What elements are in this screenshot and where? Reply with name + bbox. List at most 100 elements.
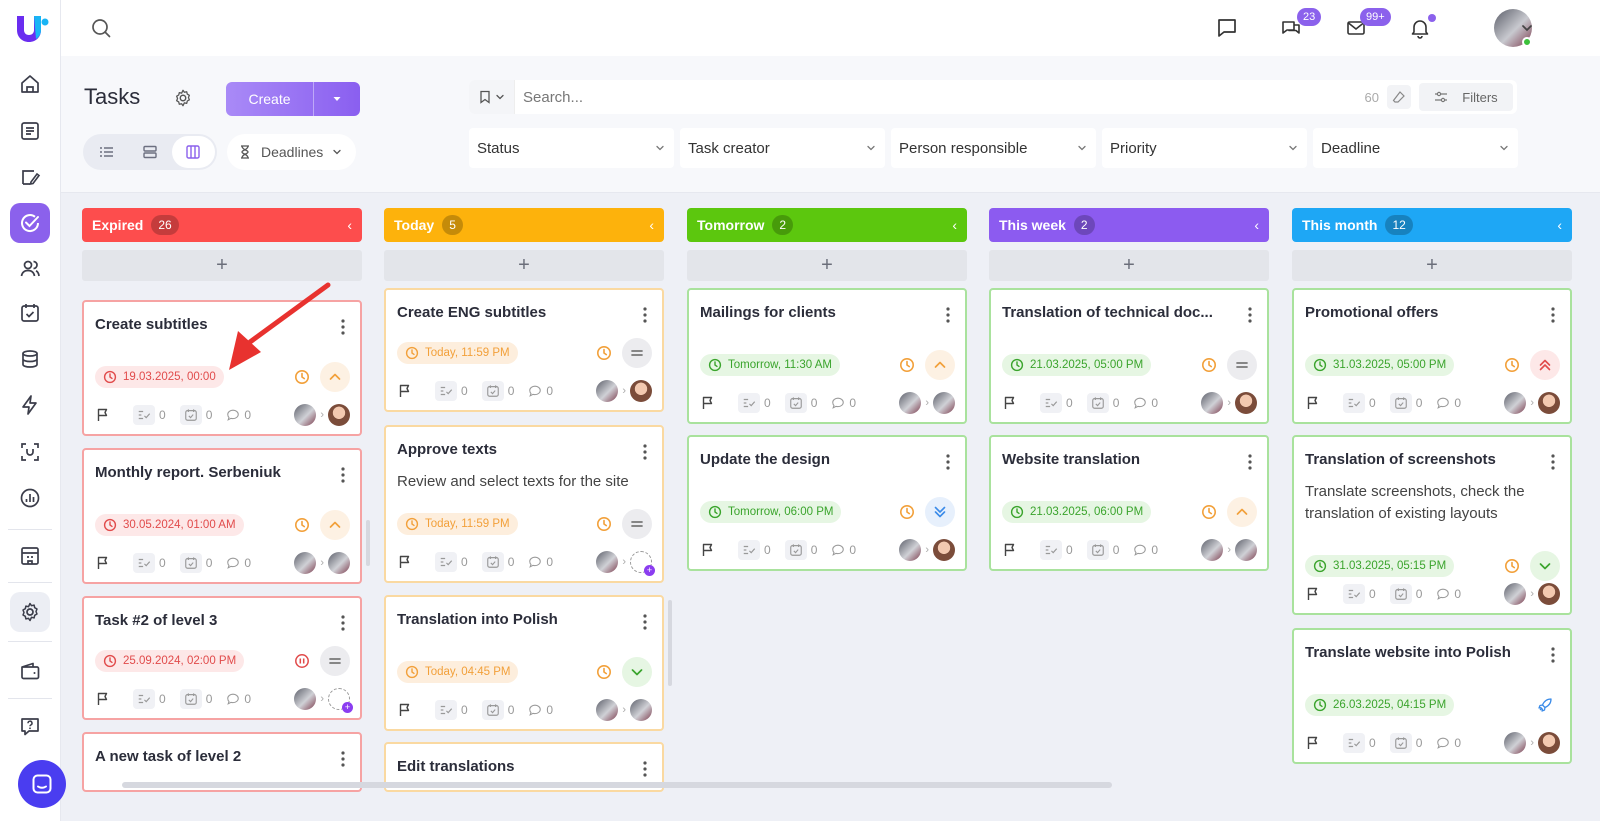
- comments-counter[interactable]: 0: [226, 408, 251, 422]
- collapse-column-button[interactable]: ‹: [1254, 217, 1259, 233]
- checklist-counter[interactable]: 0: [133, 689, 166, 709]
- flag-icon[interactable]: [1305, 395, 1321, 411]
- flag-icon[interactable]: [1002, 542, 1018, 558]
- time-tracking-icon[interactable]: [294, 369, 310, 385]
- checklist-counter[interactable]: 0: [1040, 540, 1073, 560]
- assign-person-button[interactable]: [630, 551, 655, 576]
- kebab-menu-icon[interactable]: [340, 750, 346, 768]
- task-title[interactable]: Task #2 of level 3: [95, 612, 218, 629]
- task-title[interactable]: Edit translations: [397, 758, 515, 775]
- priority-indicator[interactable]: [1530, 690, 1560, 720]
- collapse-column-button[interactable]: ‹: [347, 217, 352, 233]
- responsible-avatar[interactable]: [630, 699, 652, 721]
- sidebar-item-help[interactable]: [10, 706, 50, 746]
- column-scrollbar[interactable]: [668, 600, 672, 686]
- priority-indicator[interactable]: [1530, 551, 1560, 581]
- responsible-avatar[interactable]: [328, 552, 350, 574]
- time-tracking-icon[interactable]: [899, 504, 915, 520]
- deadline-badge[interactable]: 19.03.2025, 00:00: [95, 366, 224, 388]
- checklist-counter[interactable]: 0: [1343, 733, 1376, 753]
- deadline-badge[interactable]: 25.09.2024, 02:00 PM: [95, 650, 245, 672]
- task-card[interactable]: Translation of screenshots Translate scre…: [1292, 435, 1572, 615]
- user-menu-toggle[interactable]: [1513, 14, 1541, 42]
- creator-avatar[interactable]: [899, 539, 922, 561]
- task-card[interactable]: Update the design Tomorrow, 06:00 PM 0 0 0 ›: [687, 435, 967, 571]
- deadline-badge[interactable]: Today, 11:59 PM: [397, 342, 518, 364]
- task-card[interactable]: Create subtitles 19.03.2025, 00:00 0 0 0 ›: [82, 300, 362, 436]
- kebab-menu-icon[interactable]: [340, 466, 346, 484]
- clear-search-button[interactable]: [1387, 85, 1411, 109]
- responsible-avatar[interactable]: [328, 404, 350, 426]
- subtasks-counter[interactable]: 0: [1389, 584, 1422, 604]
- flag-icon[interactable]: [1305, 735, 1321, 751]
- sidebar-item-news[interactable]: [10, 111, 50, 151]
- flag-icon[interactable]: [1305, 586, 1321, 602]
- view-rows-button[interactable]: [128, 136, 171, 168]
- task-title[interactable]: Create subtitles: [95, 316, 208, 333]
- time-tracking-icon[interactable]: [596, 516, 612, 532]
- filter-deadline-select[interactable]: Deadline: [1313, 128, 1518, 168]
- comments-counter[interactable]: 0: [528, 555, 553, 569]
- time-tracking-icon[interactable]: [899, 357, 915, 373]
- task-card[interactable]: Translate website into Polish 26.03.2025,…: [1292, 628, 1572, 764]
- filter-person-responsible-select[interactable]: Person responsible: [891, 128, 1096, 168]
- creator-avatar[interactable]: [596, 699, 619, 721]
- sidebar-item-projects[interactable]: [10, 157, 50, 197]
- checklist-counter[interactable]: 0: [133, 553, 166, 573]
- column-header[interactable]: Today 5 ‹: [384, 208, 664, 242]
- flag-icon[interactable]: [95, 407, 111, 423]
- deadline-badge[interactable]: 31.03.2025, 05:15 PM: [1305, 555, 1455, 577]
- creator-avatar[interactable]: [899, 392, 922, 414]
- subtasks-counter[interactable]: 0: [1389, 733, 1422, 753]
- checklist-counter[interactable]: 0: [738, 393, 771, 413]
- page-settings-button[interactable]: [173, 88, 193, 108]
- filter-task-creator-select[interactable]: Task creator: [680, 128, 885, 168]
- create-dropdown-toggle[interactable]: [314, 93, 360, 105]
- sidebar-item-calendar[interactable]: [10, 293, 50, 333]
- task-title[interactable]: Monthly report. Serbeniuk: [95, 464, 281, 481]
- checklist-counter[interactable]: 0: [435, 381, 468, 401]
- creator-avatar[interactable]: [1504, 392, 1527, 414]
- deadline-badge[interactable]: Tomorrow, 06:00 PM: [700, 501, 842, 523]
- checklist-counter[interactable]: 0: [435, 700, 468, 720]
- kebab-menu-icon[interactable]: [1247, 453, 1253, 471]
- add-task-button[interactable]: +: [384, 250, 664, 281]
- responsible-avatar[interactable]: [1538, 732, 1560, 754]
- flag-icon[interactable]: [397, 554, 413, 570]
- deadline-badge[interactable]: 21.03.2025, 05:00 PM: [1002, 354, 1152, 376]
- time-tracking-icon[interactable]: [294, 517, 310, 533]
- priority-indicator[interactable]: [622, 509, 652, 539]
- checklist-counter[interactable]: 0: [1343, 393, 1376, 413]
- flag-icon[interactable]: [95, 555, 111, 571]
- subtasks-counter[interactable]: 0: [1389, 393, 1422, 413]
- create-button[interactable]: Create: [226, 82, 360, 116]
- task-title[interactable]: Translate website into Polish: [1305, 644, 1511, 661]
- deadline-badge[interactable]: Today, 11:59 PM: [397, 513, 518, 535]
- checklist-counter[interactable]: 0: [133, 405, 166, 425]
- checklist-counter[interactable]: 0: [738, 540, 771, 560]
- comments-counter[interactable]: 0: [528, 703, 553, 717]
- collapse-column-button[interactable]: ‹: [952, 217, 957, 233]
- priority-indicator[interactable]: [320, 510, 350, 540]
- creator-avatar[interactable]: [1201, 392, 1224, 414]
- kebab-menu-icon[interactable]: [945, 453, 951, 471]
- task-card[interactable]: Translation into Polish Today, 04:45 PM 0 0…: [384, 595, 664, 731]
- subtasks-counter[interactable]: 0: [179, 689, 212, 709]
- deadlines-grouping-select[interactable]: Deadlines: [227, 134, 356, 170]
- sidebar-item-tasks[interactable]: [10, 203, 50, 243]
- task-title[interactable]: Promotional offers: [1305, 304, 1439, 321]
- task-card[interactable]: Approve texts Review and select texts for…: [384, 425, 664, 583]
- kebab-menu-icon[interactable]: [642, 306, 648, 324]
- deadline-badge[interactable]: 21.03.2025, 06:00 PM: [1002, 501, 1152, 523]
- responsible-avatar[interactable]: [1235, 392, 1257, 414]
- subtasks-counter[interactable]: 0: [1086, 540, 1119, 560]
- checklist-counter[interactable]: 0: [435, 552, 468, 572]
- creator-avatar[interactable]: [596, 380, 619, 402]
- task-card[interactable]: Website translation 21.03.2025, 06:00 PM 0…: [989, 435, 1269, 571]
- creator-avatar[interactable]: [1504, 732, 1527, 754]
- responsible-avatar[interactable]: [630, 380, 652, 402]
- kebab-menu-icon[interactable]: [1550, 453, 1556, 471]
- creator-avatar[interactable]: [294, 404, 317, 426]
- subtasks-counter[interactable]: 0: [481, 381, 514, 401]
- support-chat-button[interactable]: [18, 760, 66, 808]
